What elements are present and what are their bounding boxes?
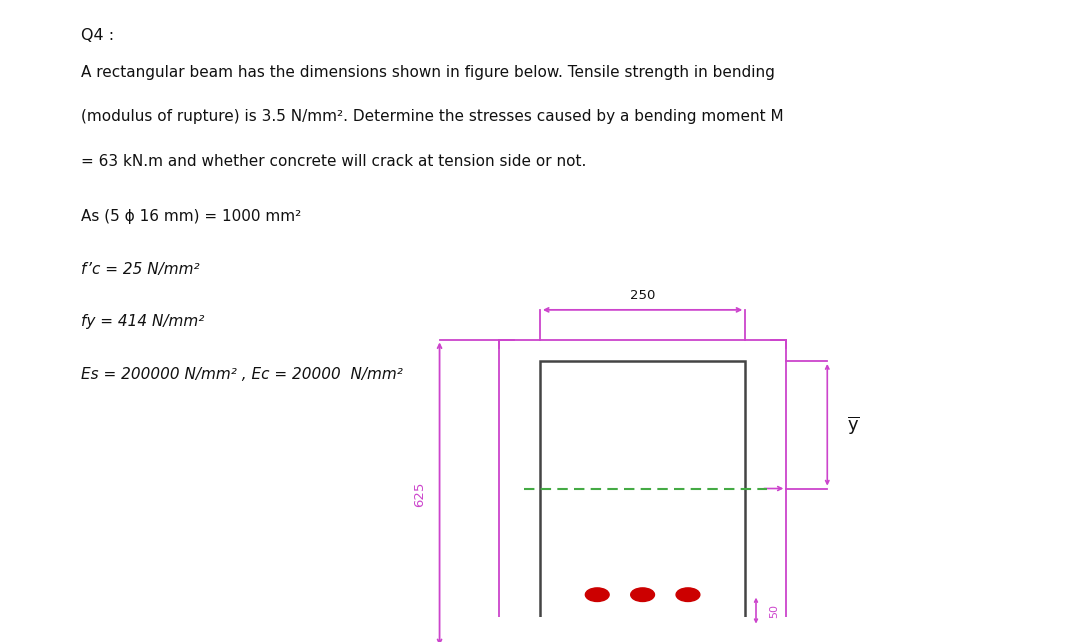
Text: A rectangular beam has the dimensions shown in figure below. Tensile strength in: A rectangular beam has the dimensions sh…: [81, 65, 774, 80]
Text: 625: 625: [414, 481, 427, 507]
Bar: [540, 361, 745, 627]
Text: = 63 kN.m and whether concrete will crack at tension side or not.: = 63 kN.m and whether concrete will crac…: [81, 153, 586, 169]
Circle shape: [585, 588, 609, 602]
Text: Q4 :: Q4 :: [81, 28, 114, 43]
Text: $\mathdefault{\overline{y}}$: $\mathdefault{\overline{y}}$: [847, 414, 860, 436]
Text: 50: 50: [769, 603, 779, 618]
Text: fy = 414 N/mm²: fy = 414 N/mm²: [81, 314, 204, 329]
Circle shape: [631, 588, 654, 602]
Text: As (5 ϕ 16 mm) = 1000 mm²: As (5 ϕ 16 mm) = 1000 mm²: [81, 209, 301, 224]
Circle shape: [676, 588, 700, 602]
Text: 250: 250: [630, 290, 656, 302]
Text: (modulus of rupture) is 3.5 N/mm². Determine the stresses caused by a bending mo: (modulus of rupture) is 3.5 N/mm². Deter…: [81, 109, 784, 125]
Text: Es = 200000 N/mm² , Ec = 20000  N/mm²: Es = 200000 N/mm² , Ec = 20000 N/mm²: [81, 367, 403, 381]
Text: f’c = 25 N/mm²: f’c = 25 N/mm²: [81, 262, 200, 277]
